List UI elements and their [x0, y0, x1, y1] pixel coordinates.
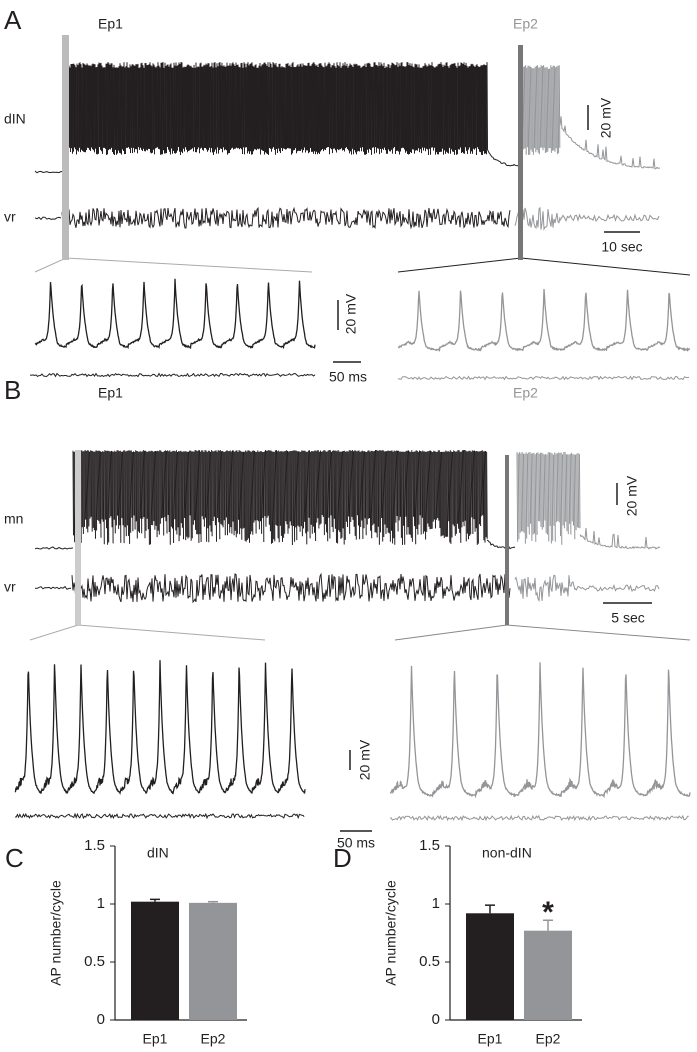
bar: [131, 901, 179, 1020]
y-axis-label: AP number/cycle: [383, 880, 399, 986]
trace: [559, 116, 661, 170]
episode-label: Ep2: [513, 16, 538, 32]
scale-label: 50 ms: [337, 835, 375, 851]
trace-label: vr: [4, 209, 16, 225]
scale-label: 50 ms: [329, 369, 367, 385]
trace: [71, 572, 511, 604]
trace: [14, 812, 305, 820]
trace: [14, 660, 306, 796]
trace: [61, 206, 511, 230]
y-tick-label: 1.5: [84, 837, 105, 854]
significance-mark: *: [542, 896, 554, 929]
trace: [516, 451, 581, 545]
scale-label: 20 mV: [357, 739, 373, 780]
trace: [34, 170, 64, 174]
trace: [390, 814, 689, 822]
scale-label: 20 mV: [624, 475, 640, 516]
scale-label: 10 sec: [601, 239, 642, 255]
episode-label: Ep2: [513, 385, 538, 401]
trace: [397, 288, 690, 353]
y-tick-label: 1.5: [419, 837, 440, 854]
panel-label: D: [333, 843, 352, 873]
episode-label: Ep1: [98, 16, 123, 32]
zoom-line: [394, 624, 691, 641]
x-tick-label: Ep2: [201, 1031, 226, 1047]
trace: [559, 213, 660, 223]
chart-title: dIN: [147, 845, 169, 861]
episode-marker: [62, 35, 69, 260]
panel-label: A: [4, 5, 22, 35]
trace: [574, 584, 660, 592]
trace: [34, 278, 316, 350]
y-tick-label: 0.5: [419, 953, 440, 970]
x-tick-label: Ep2: [536, 1031, 561, 1047]
panel-label: C: [5, 843, 24, 873]
trace: [34, 546, 74, 550]
trace: [579, 528, 661, 550]
x-tick-label: Ep1: [143, 1031, 168, 1047]
trace-label: mn: [4, 511, 23, 527]
y-tick-label: 0: [97, 1011, 105, 1028]
panel-label: B: [4, 375, 21, 405]
chart-title: non-dIN: [482, 845, 532, 861]
y-tick-label: 0: [432, 1011, 440, 1028]
trace: [521, 65, 561, 155]
trace: [62, 61, 488, 156]
y-axis-label: AP number/cycle: [48, 880, 64, 986]
trace: [486, 539, 516, 550]
trace: [34, 585, 72, 590]
trace: [389, 662, 691, 799]
bar: [466, 913, 514, 1020]
bar: [189, 902, 237, 1020]
zoom-line: [29, 624, 266, 641]
scale-label: 5 sec: [611, 610, 644, 626]
y-tick-label: 0.5: [84, 953, 105, 970]
scale-bars: [333, 105, 652, 832]
y-tick-label: 1: [432, 895, 440, 912]
zoom-line: [397, 257, 691, 276]
scale-label: 20 mV: [598, 97, 614, 138]
y-tick-label: 1: [97, 895, 105, 912]
trace: [514, 574, 576, 603]
trace: [72, 449, 488, 546]
trace: [397, 375, 690, 381]
episode-label: Ep1: [98, 385, 123, 401]
scale-label: 20 mV: [343, 293, 359, 334]
traces: [14, 35, 691, 822]
episode-marker: [518, 45, 523, 260]
episode-marker: [505, 455, 509, 625]
trace: [34, 216, 62, 221]
trace-label: dIN: [4, 111, 26, 127]
bar: [524, 930, 572, 1020]
trace-label: vr: [4, 579, 16, 595]
trace: [29, 372, 316, 378]
trace: [486, 147, 519, 167]
zoom-line: [34, 257, 313, 273]
x-tick-label: Ep1: [478, 1031, 503, 1047]
episode-marker: [75, 450, 81, 625]
